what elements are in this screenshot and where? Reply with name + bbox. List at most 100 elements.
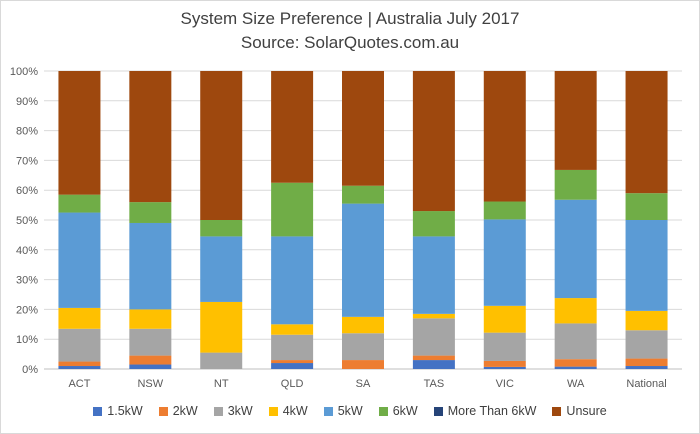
legend-label: 4kW — [282, 404, 308, 418]
legend: 1.5kW 2kW 3kW 4kW 5kW 6kW More Than 6kW Unsure — [0, 404, 700, 418]
y-tick-label: 100% — [10, 66, 38, 78]
legend-swatch — [378, 406, 388, 416]
bar-segment-nsw-3kw — [129, 328, 172, 356]
bar-segment-tas-1.5kw — [412, 360, 455, 369]
bar-segment-act-4kw — [58, 307, 101, 329]
x-tick-label: VIC — [496, 378, 514, 390]
y-tick-label: 0% — [22, 364, 38, 376]
legend-item: 6kW — [378, 404, 418, 418]
bar-segment-nsw-4kw — [129, 309, 172, 329]
legend-item: 5kW — [323, 404, 363, 418]
bar-segment-nsw-2kw — [129, 355, 172, 365]
y-tick-label: 70% — [16, 155, 38, 167]
x-tick-label: NSW — [137, 378, 163, 390]
bar-segment-wa-2kw — [554, 359, 597, 367]
x-tick-label: ACT — [68, 378, 90, 390]
legend-item: 4kW — [268, 404, 308, 418]
bar-segment-act-unsure — [58, 71, 101, 195]
legend-label: 5kW — [337, 404, 363, 418]
legend-label: 3kW — [227, 404, 253, 418]
bar-segment-national-6kw — [625, 193, 668, 220]
bar-segment-nt-5kw — [200, 236, 243, 302]
bar-segment-qld-2kw — [271, 360, 314, 364]
bar-segment-nsw-5kw — [129, 222, 172, 310]
x-tick-label: WA — [567, 378, 585, 390]
bar-segment-qld-5kw — [271, 236, 314, 325]
bar-segment-wa-unsure — [554, 71, 597, 170]
legend-item: 1.5kW — [93, 404, 143, 418]
bar-segment-nt-unsure — [200, 71, 243, 220]
y-axis-ticks: 0% 10% 20% 30% 40% 50% 60% 70% 80% 90% 100% — [10, 66, 38, 376]
legend-swatch — [93, 406, 103, 416]
bar-segment-wa-5kw — [554, 199, 597, 299]
bar-segment-qld-3kw — [271, 334, 314, 361]
bar-segment-sa-3kw — [342, 333, 384, 361]
bar-segment-sa-6kw — [342, 185, 384, 204]
bar-segment-act-3kw — [58, 328, 101, 362]
bar-segment-nsw-unsure — [129, 71, 172, 203]
bar-segment-vic-6kw — [483, 201, 526, 220]
bar-segment-national-4kw — [625, 310, 668, 331]
legend-swatch — [323, 406, 333, 416]
bar-segment-sa-unsure — [342, 71, 384, 186]
x-axis-ticks: ACT NSW NT QLD SA TAS VIC WA National — [68, 378, 666, 390]
stacked-bar-chart: 0% 10% 20% 30% 40% 50% 60% 70% 80% 90% 100% ACT NSW… — [10, 66, 682, 390]
legend-item: 2kW — [158, 404, 198, 418]
legend-swatch — [552, 406, 562, 416]
legend-swatch — [158, 406, 168, 416]
bar-segment-wa-1.5kw — [554, 366, 597, 369]
legend-item: 3kW — [213, 404, 253, 418]
bar-segment-act-2kw — [58, 361, 101, 367]
bar-segment-nsw-1.5kw — [129, 364, 172, 369]
bar-segment-tas-3kw — [412, 318, 455, 356]
x-tick-label: NT — [214, 378, 229, 390]
bar-segment-sa-4kw — [342, 316, 384, 334]
bar-segment-sa-2kw — [342, 360, 384, 369]
bar-segment-vic-2kw — [483, 360, 526, 367]
y-tick-label: 40% — [16, 245, 38, 257]
bar-segment-vic-5kw — [483, 219, 526, 306]
chart-title: System Size Preference | Australia July … — [180, 9, 520, 28]
legend-swatch — [213, 406, 223, 416]
bar-segment-vic-unsure — [483, 71, 526, 202]
chart-subtitle: Source: SolarQuotes.com.au — [240, 33, 460, 52]
bar-segment-act-5kw — [58, 212, 101, 308]
legend-label: 6kW — [392, 404, 418, 418]
bars — [58, 71, 668, 369]
bar-segment-act-1.5kw — [58, 366, 101, 369]
bar-segment-vic-3kw — [483, 332, 526, 361]
bar-segment-national-5kw — [625, 220, 668, 311]
bar-segment-vic-1.5kw — [483, 366, 526, 369]
legend-label: 1.5kW — [107, 404, 143, 418]
legend-label: More Than 6kW — [447, 404, 537, 418]
x-tick-label: TAS — [424, 378, 445, 390]
bar-segment-national-unsure — [625, 71, 668, 194]
bar-segment-qld-6kw — [271, 182, 314, 237]
bar-segment-nsw-6kw — [129, 202, 172, 223]
bar-segment-nt-3kw — [200, 352, 243, 369]
bar-segment-nt-4kw — [200, 301, 243, 353]
y-tick-label: 80% — [16, 126, 38, 138]
bar-segment-act-6kw — [58, 194, 101, 213]
bar-segment-nt-6kw — [200, 220, 243, 237]
bar-segment-wa-6kw — [554, 169, 597, 200]
bar-segment-wa-3kw — [554, 323, 597, 360]
bar-segment-tas-4kw — [412, 313, 455, 319]
legend-label: Unsure — [566, 404, 607, 418]
bar-segment-vic-4kw — [483, 305, 526, 333]
bar-segment-qld-4kw — [271, 324, 314, 335]
x-tick-label: SA — [356, 378, 371, 390]
y-tick-label: 20% — [16, 304, 38, 316]
bar-segment-qld-unsure — [271, 71, 314, 183]
bar-segment-tas-6kw — [412, 211, 455, 237]
y-tick-label: 60% — [16, 185, 38, 197]
legend-item: More Than 6kW — [433, 404, 537, 418]
bar-segment-wa-4kw — [554, 298, 597, 324]
bar-segment-national-1.5kw — [625, 366, 668, 369]
y-tick-label: 90% — [16, 96, 38, 108]
legend-label: 2kW — [172, 404, 198, 418]
y-tick-label: 50% — [16, 215, 38, 227]
y-tick-label: 30% — [16, 275, 38, 287]
legend-item: Unsure — [552, 404, 607, 418]
bar-segment-national-2kw — [625, 358, 668, 367]
